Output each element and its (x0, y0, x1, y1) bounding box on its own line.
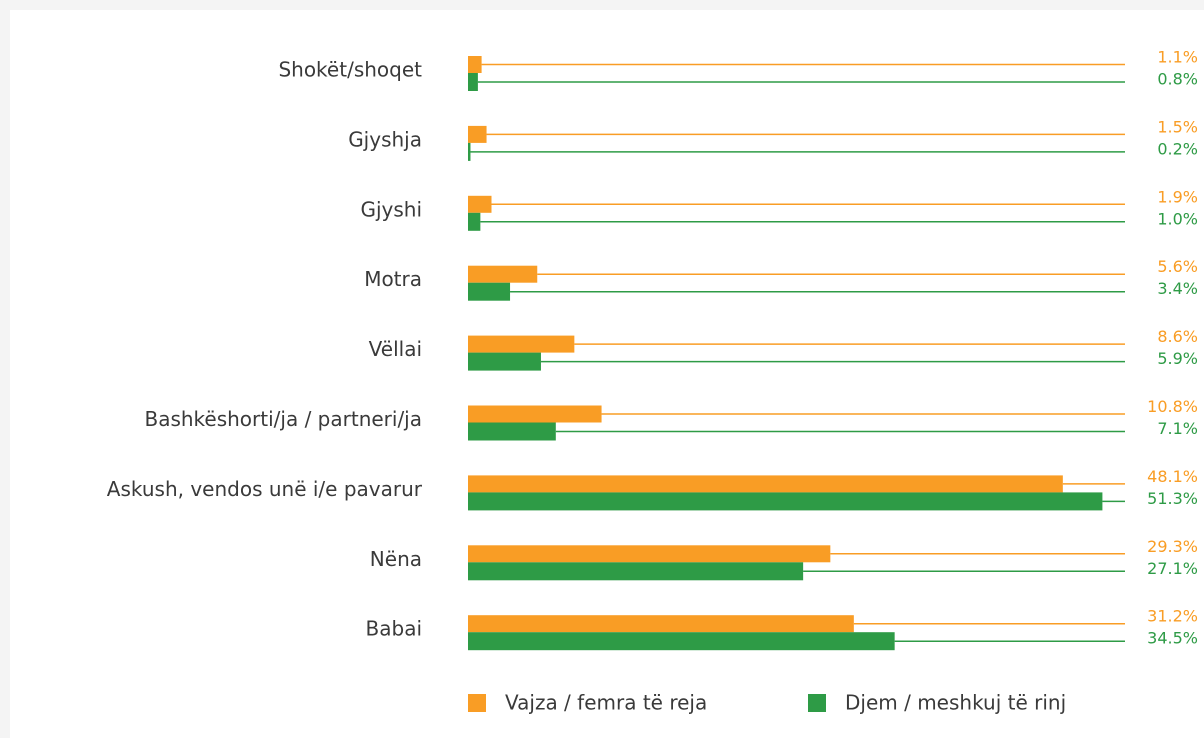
value-label: 1.0% (1157, 209, 1198, 228)
bar (468, 142, 471, 161)
value-label: 10.8% (1147, 397, 1198, 416)
category-label: Nëna (370, 547, 422, 571)
bar (468, 335, 575, 353)
legend-swatch (808, 694, 826, 712)
category-label: Gjyshja (348, 127, 422, 151)
bar (468, 73, 478, 91)
bar (468, 632, 895, 651)
bar (468, 405, 602, 423)
value-label: 48.1% (1147, 467, 1198, 486)
category-label: Babai (366, 617, 422, 641)
bar (468, 492, 1103, 511)
value-label: 0.2% (1157, 139, 1198, 158)
bar (468, 422, 556, 441)
value-label: 34.5% (1147, 629, 1198, 648)
value-label: 5.6% (1157, 257, 1198, 276)
bar (468, 615, 854, 633)
bar (468, 282, 511, 301)
value-label: 29.3% (1147, 537, 1198, 556)
category-label: Bashkëshorti/ja / partneri/ja (144, 407, 422, 431)
bar (468, 352, 541, 371)
category-label: Gjyshi (360, 197, 422, 221)
value-label: 5.9% (1157, 349, 1198, 368)
legend-label: Vajza / femra të reja (505, 691, 707, 715)
category-label: Vëllai (369, 337, 422, 361)
value-label: 31.2% (1147, 607, 1198, 626)
value-label: 0.8% (1157, 70, 1198, 89)
legend-label: Djem / meshkuj të rinj (845, 691, 1066, 715)
value-label: 51.3% (1147, 489, 1198, 508)
bar (468, 475, 1063, 493)
bar (468, 56, 482, 73)
value-label: 1.9% (1157, 187, 1198, 206)
bar (468, 545, 831, 563)
bar (468, 195, 492, 213)
value-label: 1.5% (1157, 117, 1198, 136)
bar (468, 562, 804, 581)
value-label: 1.1% (1157, 48, 1198, 67)
bar (468, 125, 487, 143)
value-label: 8.6% (1157, 327, 1198, 346)
value-label: 7.1% (1157, 419, 1198, 438)
value-label: 27.1% (1147, 559, 1198, 578)
category-label: Shokët/shoqet (278, 58, 422, 82)
category-label: Askush, vendos unë i/e pavarur (107, 477, 423, 501)
legend-swatch (468, 694, 486, 712)
bar (468, 212, 481, 231)
category-label: Motra (364, 267, 422, 291)
bar (468, 265, 538, 283)
value-label: 3.4% (1157, 279, 1198, 298)
